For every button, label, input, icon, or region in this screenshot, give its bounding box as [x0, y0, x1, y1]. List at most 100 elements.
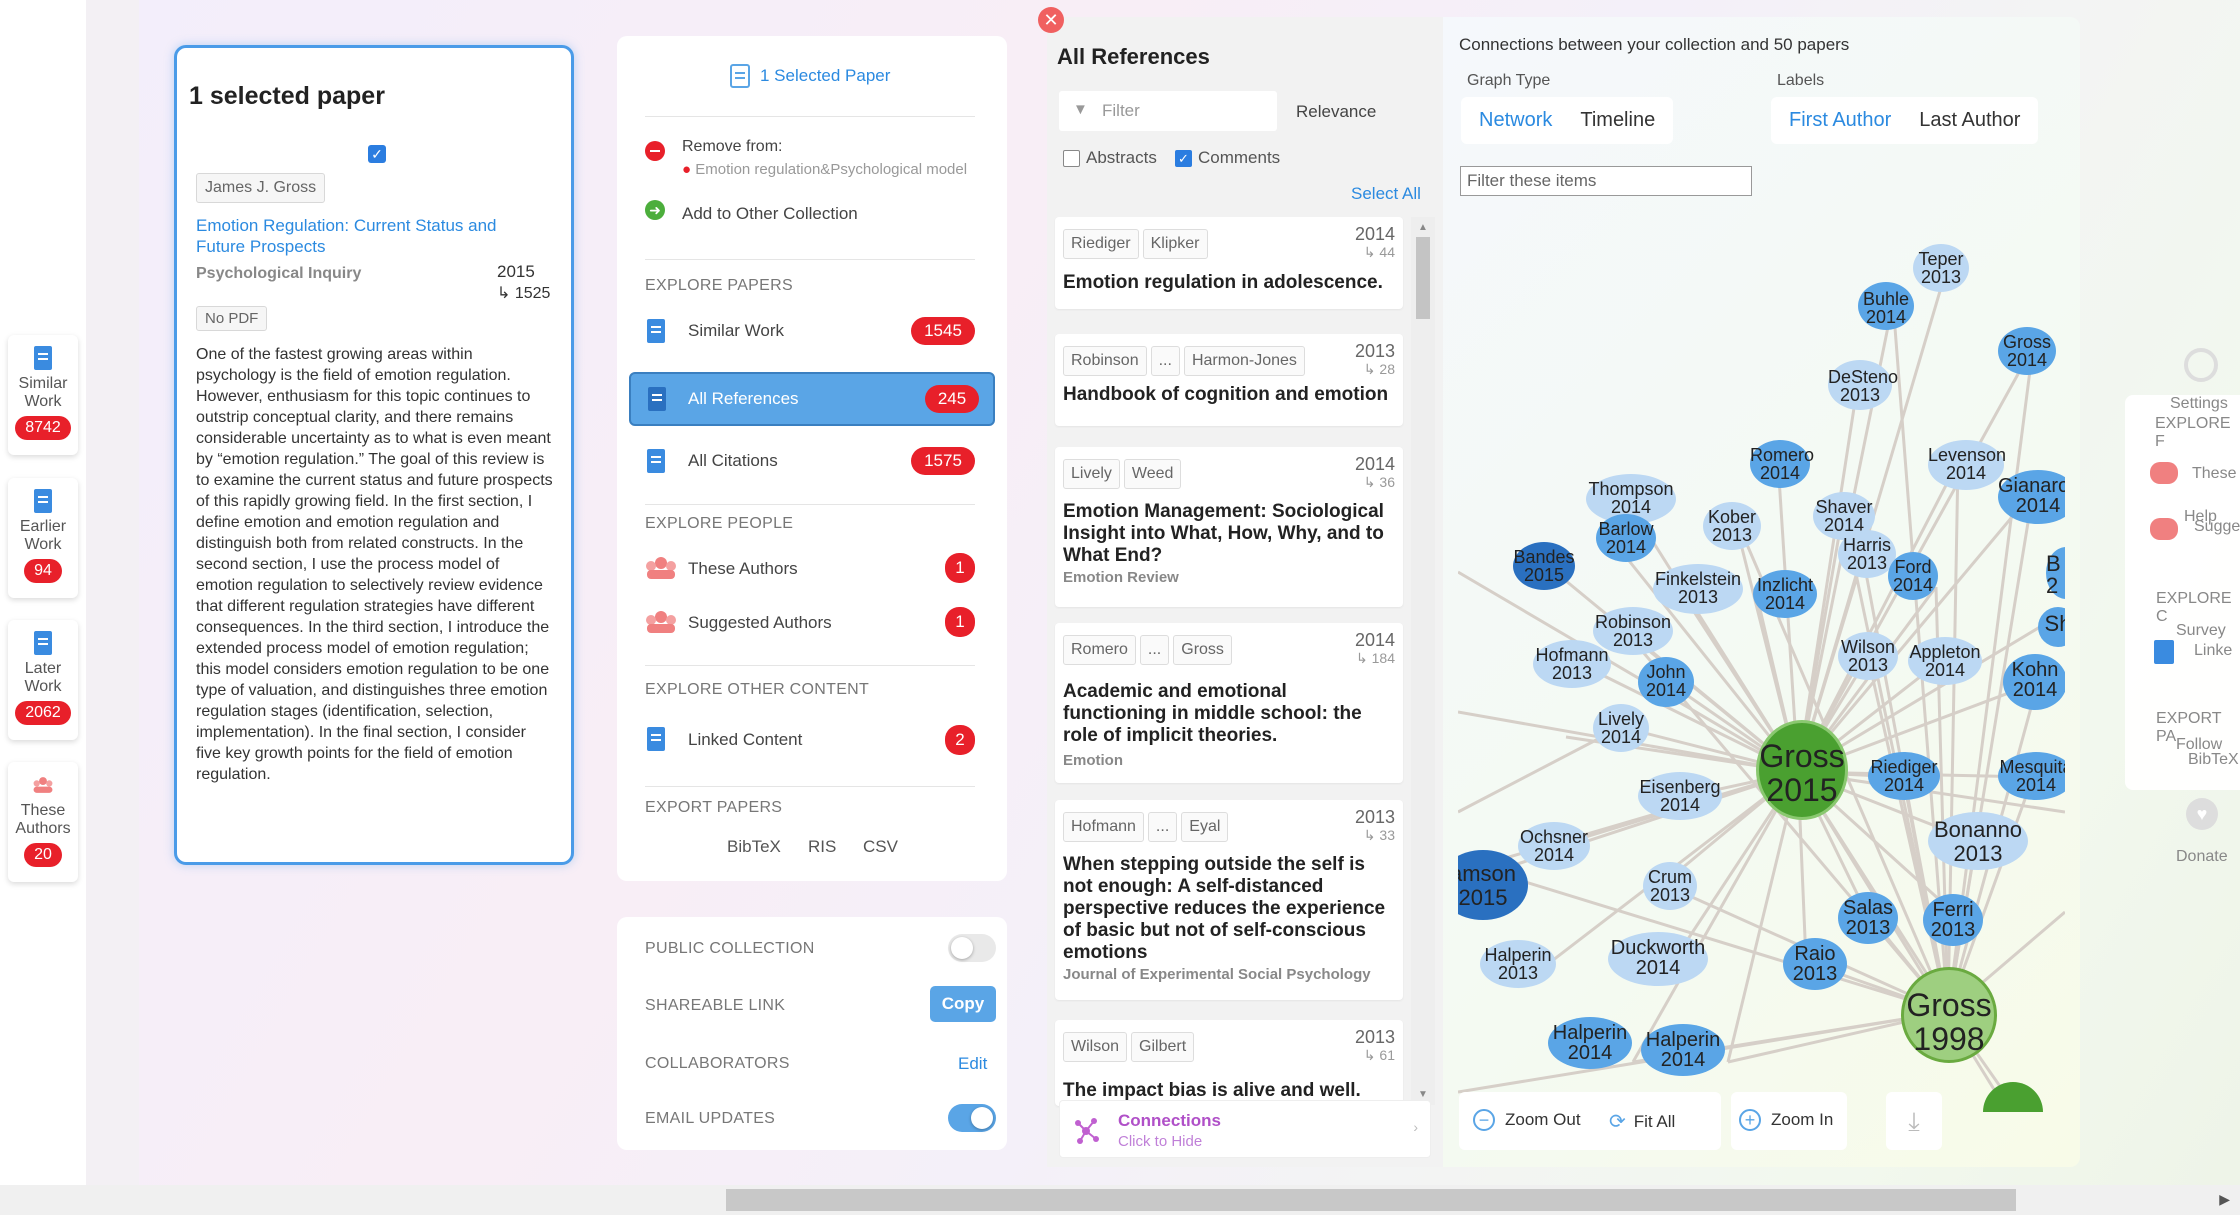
- author-chip[interactable]: Klipker: [1142, 229, 1208, 259]
- graph-node[interactable]: Lively 2014: [1593, 704, 1649, 752]
- graph-node[interactable]: Gross 2014: [1998, 327, 2056, 375]
- author-chip[interactable]: Robinson: [1063, 346, 1147, 376]
- graph-node[interactable]: Duckworth 2014: [1608, 932, 1708, 986]
- reference-card[interactable]: Robinson... Harmon-Jones 2013 ↳ 28 Handboo…: [1055, 334, 1403, 426]
- graph-node[interactable]: Mesquita2014: [1998, 752, 2065, 800]
- graph-node[interactable]: Kober 2013: [1703, 502, 1761, 550]
- graph-node[interactable]: Halperin 2014: [1548, 1017, 1632, 1069]
- remove-icon[interactable]: [645, 141, 665, 161]
- graph-node[interactable]: Bandes 2015: [1513, 542, 1575, 590]
- download-icon[interactable]: ⤓: [1886, 1092, 1942, 1150]
- author-chip[interactable]: Weed: [1123, 459, 1182, 489]
- survey-label[interactable]: Survey: [2176, 622, 2226, 639]
- author-chip[interactable]: James J. Gross: [196, 173, 326, 203]
- sugge-label[interactable]: Sugge: [2194, 518, 2240, 535]
- author-chip[interactable]: Wilson: [1063, 1032, 1128, 1062]
- author-chip[interactable]: Lively: [1063, 459, 1120, 489]
- help-label[interactable]: Help: [2184, 508, 2217, 525]
- network-graph[interactable]: Teper 2013 Buhle 2014 Gross 2014 DeSteno 201…: [1458, 212, 2065, 1112]
- scrollbar-thumb[interactable]: [726, 1189, 2016, 1211]
- references-scrollbar[interactable]: ▲ ▼: [1411, 217, 1435, 1105]
- author-chip[interactable]: ...: [1147, 812, 1178, 842]
- add-icon[interactable]: ➜: [645, 200, 665, 220]
- heart-icon[interactable]: ♥: [2186, 798, 2218, 830]
- nav-earlier-work[interactable]: Earlier Work 94: [8, 478, 78, 598]
- nav-similar-work[interactable]: Similar Work 8742: [8, 335, 78, 455]
- similar-work-row[interactable]: Similar Work 1545: [645, 314, 975, 350]
- graph-node[interactable]: Halperin 2014: [1641, 1024, 1725, 1076]
- graph-node[interactable]: Salas 2013: [1838, 892, 1898, 944]
- author-chip[interactable]: Gross: [1173, 635, 1232, 665]
- graph-node[interactable]: John 2014: [1638, 657, 1694, 707]
- graph-node[interactable]: Thompson 2014: [1586, 474, 1676, 524]
- close-icon[interactable]: ✕: [1038, 7, 1064, 33]
- sort-select[interactable]: Relevance: [1296, 102, 1377, 121]
- graph-node[interactable]: Kohn 2014: [2003, 654, 2065, 710]
- graph-node[interactable]: Ferri 2013: [1923, 894, 1983, 946]
- export-bibtex-button[interactable]: BibTeX: [727, 837, 781, 856]
- scroll-right-icon[interactable]: ▶: [2219, 1191, 2230, 1207]
- paper-title-link[interactable]: Emotion Regulation: Current Status and F…: [196, 216, 497, 256]
- export-ris-button[interactable]: RIS: [808, 837, 837, 856]
- fit-all-button[interactable]: ⟳ Fit All: [1609, 1109, 1675, 1134]
- follow-label[interactable]: Follow: [2176, 736, 2223, 753]
- network-tab[interactable]: Network: [1479, 109, 1553, 131]
- graph-node[interactable]: Harris 2013: [1838, 530, 1896, 578]
- reference-card[interactable]: Riediger Klipker 2014 ↳ 44 Emotion regulat…: [1055, 217, 1403, 309]
- graph-node[interactable]: Gross 1998: [1901, 967, 1997, 1063]
- reference-card[interactable]: Wilson Gilbert 2013 ↳ 61 The impact bias i…: [1055, 1020, 1403, 1106]
- public-collection-toggle[interactable]: [948, 934, 996, 962]
- linke-label[interactable]: Linke: [2194, 642, 2233, 659]
- edit-collaborators-link[interactable]: Edit: [958, 1054, 988, 1073]
- graph-node[interactable]: Crum 2013: [1643, 862, 1697, 910]
- settings-label[interactable]: Settings: [2170, 395, 2228, 412]
- gear-icon[interactable]: [2184, 348, 2218, 382]
- pdf-chip[interactable]: No PDF: [196, 306, 268, 331]
- zoom-in-button[interactable]: + Zoom In: [1739, 1109, 1833, 1131]
- author-chip[interactable]: Hofmann: [1063, 812, 1144, 842]
- paper-checkbox[interactable]: ✓: [368, 145, 386, 163]
- first-author-tab[interactable]: First Author: [1789, 109, 1892, 131]
- reference-card[interactable]: Hofmann... Eyal 2013 ↳ 33 When stepping ou…: [1055, 800, 1403, 1000]
- graph-node[interactable]: Gianaros2014: [1998, 470, 2065, 524]
- these-label[interactable]: These: [2192, 465, 2237, 482]
- all-references-row[interactable]: All References 245: [629, 372, 995, 426]
- author-chip[interactable]: Riediger: [1063, 229, 1139, 259]
- author-chip[interactable]: Romero: [1063, 635, 1136, 665]
- suggested-authors-row[interactable]: Suggested Authors 1: [645, 604, 975, 640]
- graph-node[interactable]: Riediger 2014: [1868, 752, 1940, 800]
- graph-node[interactable]: Bonanno 2013: [1928, 812, 2028, 870]
- graph-node[interactable]: Romero 2014: [1750, 440, 1814, 488]
- graph-node[interactable]: DeSteno 2013: [1828, 360, 1898, 410]
- graph-node[interactable]: Eisenberg 2014: [1638, 772, 1722, 820]
- copy-link-button[interactable]: Copy: [930, 986, 996, 1022]
- graph-node[interactable]: Finkelstein 2013: [1653, 564, 1743, 614]
- graph-node[interactable]: Raio 2013: [1783, 938, 1847, 990]
- selected-paper-header[interactable]: 1 Selected Paper: [730, 64, 890, 88]
- export-csv-button[interactable]: CSV: [863, 837, 898, 856]
- abstracts-checkbox[interactable]: [1063, 150, 1080, 167]
- graph-node[interactable]: Robinson 2013: [1593, 607, 1673, 655]
- connections-toggle[interactable]: Connections Click to Hide ›: [1059, 1100, 1431, 1158]
- graph-node[interactable]: Wilson 2013: [1838, 632, 1898, 680]
- linked-content-row[interactable]: Linked Content 2: [645, 722, 975, 758]
- graph-node[interactable]: amson2015: [1458, 850, 1528, 920]
- graph-node[interactable]: Halperin 2013: [1480, 940, 1556, 988]
- graph-node[interactable]: Ford 2014: [1888, 552, 1938, 600]
- nav-later-work[interactable]: Later Work 2062: [8, 620, 78, 740]
- comments-checkbox[interactable]: ✓: [1175, 150, 1192, 167]
- graph-node[interactable]: Levenson 2014: [1928, 440, 2006, 490]
- all-citations-row[interactable]: All Citations 1575: [645, 444, 975, 480]
- graph-node[interactable]: Gross 2015: [1756, 720, 1848, 820]
- horizontal-scrollbar[interactable]: ▶: [0, 1185, 2240, 1215]
- graph-node[interactable]: Barlow 2014: [1596, 514, 1656, 562]
- graph-node[interactable]: Buhle 2014: [1858, 282, 1914, 330]
- author-chip[interactable]: ...: [1139, 635, 1170, 665]
- these-authors-row[interactable]: These Authors 1: [645, 550, 975, 586]
- select-all-link[interactable]: Select All: [1351, 184, 1421, 203]
- bibtex-label[interactable]: BibTeX: [2188, 751, 2239, 768]
- author-chip[interactable]: Harmon-Jones: [1183, 346, 1305, 376]
- graph-node[interactable]: Ochsner 2014: [1518, 822, 1590, 870]
- graph-node[interactable]: Inzlicht 2014: [1753, 570, 1817, 618]
